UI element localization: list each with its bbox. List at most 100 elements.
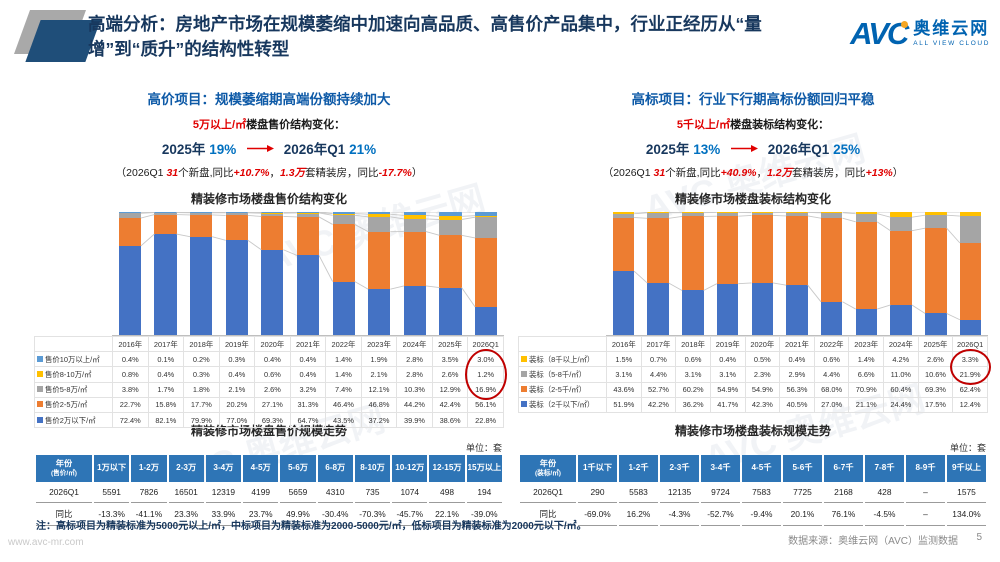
- value-cell: 20.1%: [783, 503, 822, 527]
- logo-english-name: ALL VIEW CLOUD: [913, 40, 990, 48]
- value-cell: 42.4%: [431, 396, 469, 413]
- highlight-value: 1.3万: [279, 167, 306, 179]
- bar-segment: [855, 213, 878, 222]
- column-header-cell: 6-7千: [824, 455, 863, 483]
- value-cell: 72.4%: [112, 411, 149, 429]
- value-cell: -69.0%: [578, 503, 617, 527]
- value-cell: 17.5%: [917, 396, 954, 413]
- value-cell: 22.7%: [112, 396, 149, 413]
- chart-title: 精装修市场楼盘装标结构变化: [674, 192, 831, 206]
- column-header-cell: 3-4万: [205, 455, 242, 483]
- stats-note: （2026Q1 31个新盘,同比+40.9%，1.2万套精装房，同比+13%）: [518, 165, 988, 180]
- value-cell: 3.8%: [112, 381, 149, 398]
- value-cell: 42.2%: [640, 396, 677, 413]
- value-cell: 0.1%: [147, 351, 185, 368]
- bar-segment: [890, 305, 912, 335]
- footnote: 注：高标项目为精装标准为5000元以上/㎡，中标项目为精装标准为2000-500…: [36, 521, 587, 532]
- value-cell: 22.1%: [429, 503, 465, 527]
- value-cell: 0.6%: [813, 351, 850, 368]
- value-cell: 79.9%: [183, 411, 220, 429]
- section-title: 高标项目：行业下行期高标份额回归平稳: [631, 92, 875, 107]
- year-header-cell: 2016年: [606, 335, 642, 353]
- empty-corner-cell: [34, 335, 113, 353]
- bar-segment: [118, 212, 141, 214]
- column-header-cell: 1千以下: [578, 455, 617, 483]
- highlight-value: +13%: [865, 167, 893, 179]
- note-text: ，: [756, 167, 768, 179]
- table-row: 同比 -13.3% -41.1% 23.3% 33.9% 23.7% 49.9% -30.4%…: [36, 503, 502, 527]
- column-header-cell: 1-2千: [619, 455, 658, 483]
- bar-segment: [751, 215, 774, 283]
- subtitle: 5万以上/㎡楼盘售价结构变化：: [192, 119, 346, 131]
- value-cell: 12.4%: [952, 396, 988, 413]
- bar-segment: [890, 230, 912, 305]
- value-cell: 16501: [168, 482, 204, 504]
- year-header-cell: 2017年: [640, 335, 677, 353]
- value-cell: 11.0%: [883, 366, 919, 383]
- value-cell: 3.3%: [952, 351, 988, 368]
- value-cell: 428: [865, 482, 904, 504]
- bar-segment: [368, 216, 391, 232]
- column-header-cell: 5-6千: [783, 455, 822, 483]
- bar-segment: [855, 221, 878, 310]
- logo-dot-icon: [901, 21, 909, 28]
- value-cell: 0.6%: [675, 351, 711, 368]
- bar-segment: [716, 283, 739, 335]
- value-cell: 0.4%: [112, 351, 149, 368]
- bar-segment: [716, 212, 739, 217]
- bar-segment: [118, 245, 141, 335]
- bar-segment: [118, 213, 141, 219]
- bar-segment: [820, 301, 843, 335]
- note-text: ）: [892, 167, 904, 179]
- bar-segment: [820, 218, 843, 302]
- value-cell: 4.2%: [883, 351, 919, 368]
- value-cell: 31.3%: [289, 396, 327, 413]
- year-header-cell: 2022年: [813, 335, 850, 353]
- subtitle: 5千以上/㎡楼盘装标结构变化：: [676, 119, 830, 131]
- value-cell: 69.3%: [254, 411, 291, 429]
- bar-segment: [225, 240, 248, 335]
- value-cell: –: [906, 482, 945, 504]
- left-panel-high-price-projects: 高价项目：规模萎缩期高端份额持续加大 5万以上/㎡楼盘售价结构变化： 2025年…: [34, 88, 507, 527]
- chart-data-table-wrap: 2016年 2017年 2018年 2019年 2020年 2021年 2022年 2023年…: [518, 335, 991, 416]
- bar-segment: [439, 287, 462, 335]
- value-cell: 0.3%: [218, 351, 256, 368]
- bar-segment: [682, 290, 704, 335]
- note-text: 套精装房，同比: [792, 167, 866, 179]
- value-cell: 41.7%: [709, 396, 746, 413]
- year-header-cell: 2021年: [779, 335, 815, 353]
- bar-segment: [368, 214, 391, 217]
- value-cell: –: [906, 503, 945, 527]
- bar-segment: [647, 283, 669, 335]
- year-header-cell: 2026Q1: [952, 335, 988, 353]
- bar-segment: [925, 212, 947, 216]
- chart-title: 精装修市场楼盘售价结构变化: [190, 192, 347, 206]
- value-cell: 46.4%: [325, 396, 362, 413]
- bar-segment: [225, 215, 248, 241]
- stacked-bar-chart: [606, 211, 988, 336]
- bar-segment: [403, 231, 426, 286]
- year-header-cell: 2022年: [325, 335, 362, 353]
- row-label-cell: 2026Q1: [36, 482, 92, 504]
- value-cell: -4.3%: [660, 503, 699, 527]
- value-cell: 3.1%: [709, 366, 746, 383]
- value-cell: 64.7%: [289, 411, 327, 429]
- legend-cell: 装标（2-5千/㎡）: [518, 381, 607, 398]
- value-cell: 36.2%: [675, 396, 711, 413]
- value-cell: 15.8%: [147, 396, 185, 413]
- trend-line: 2025年 19% 2026年Q1 21%: [161, 142, 377, 157]
- legend-cell: 装标（8千以上/㎡）: [518, 351, 607, 368]
- value-cell: 68.0%: [813, 381, 850, 398]
- value-cell: 21.1%: [848, 396, 884, 413]
- column-header-cell: 1万以下: [94, 455, 130, 483]
- year-header-cell: 2023年: [360, 335, 398, 353]
- value-cell: 27.1%: [254, 396, 291, 413]
- year-header-cell: 2016年: [112, 335, 149, 353]
- table-row: 同比 -69.0% 16.2% -4.3% -52.7% -9.4% 20.1% 76.1% -…: [520, 503, 986, 527]
- value-cell: 2.6%: [254, 381, 291, 398]
- highlight-value: +10.7%: [233, 167, 270, 179]
- bar-segment: [261, 249, 284, 335]
- value-cell: 2.1%: [360, 366, 398, 383]
- legend-cell: 售价10万以上/㎡: [34, 351, 113, 368]
- bar-segment: [855, 212, 878, 214]
